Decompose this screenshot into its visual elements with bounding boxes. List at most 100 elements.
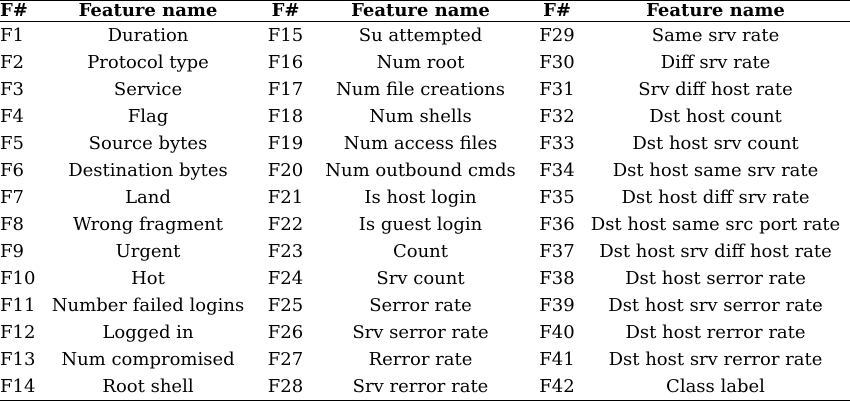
feature-id-cell: F42: [533, 373, 581, 401]
table-row: F5 Source bytes F19 Num access files F33 Dst …: [0, 130, 850, 157]
table-row: F6 Destination bytes F20 Num outbound cmds F…: [0, 157, 850, 184]
feature-name-cell: Serror rate: [369, 295, 472, 316]
header-feature-id-2: F#: [263, 0, 308, 22]
feature-name-cell: Dst host serror rate: [625, 268, 806, 289]
feature-id-cell: F21: [267, 187, 304, 208]
table-row: F3 Service F17 Num file creations F31 Srv dif…: [0, 76, 850, 103]
feature-name-cell: Number failed logins: [51, 295, 245, 316]
header-row: F# Feature name F# Feature name F# Featu…: [0, 0, 850, 22]
feature-name-cell: Dst host srv count: [632, 133, 799, 154]
feature-id-cell: F32: [539, 106, 575, 127]
feature-name-cell: Srv serror rate: [352, 322, 489, 343]
feature-name-cell: Root shell: [33, 373, 263, 401]
feature-name-cell: Diff srv rate: [660, 52, 771, 73]
header-feature-name-2: Feature name: [308, 0, 533, 22]
feature-id-cell: F37: [539, 241, 575, 262]
feature-id-cell: F9: [0, 241, 24, 262]
feature-name-cell: Count: [392, 241, 449, 262]
feature-name-cell: Dst host diff srv rate: [621, 187, 810, 208]
feature-id-cell: F12: [0, 322, 36, 343]
table-row: F14 Root shell F28 Srv rerror rate F42 Class …: [0, 373, 850, 401]
feature-name-cell: Wrong fragment: [72, 214, 224, 235]
feature-name-cell: Flag: [127, 106, 169, 127]
feature-name-cell: Is host login: [364, 187, 477, 208]
feature-id-cell: F41: [539, 349, 575, 370]
feature-id-cell: F27: [267, 349, 304, 370]
feature-name-cell: Srv count: [376, 268, 465, 289]
header-feature-name-3: Feature name: [581, 0, 850, 22]
feature-id-cell: F29: [539, 25, 575, 46]
feature-name-cell: Dst host same src port rate: [590, 214, 841, 235]
feature-name-cell: Num outbound cmds: [325, 160, 516, 181]
feature-id-cell: F39: [539, 295, 575, 316]
feature-id-cell: F17: [267, 79, 304, 100]
feature-name-cell: Is guest login: [358, 214, 483, 235]
feature-id-cell: F35: [539, 187, 575, 208]
feature-id-cell: F38: [539, 268, 575, 289]
feature-name-cell: Num file creations: [336, 79, 505, 100]
feature-id-cell: F11: [0, 295, 36, 316]
feature-name-cell: Hot: [131, 268, 165, 289]
table-row: F12 Logged in F26 Srv serror rate F40 Dst hos…: [0, 319, 850, 346]
feature-id-cell: F28: [263, 373, 308, 401]
feature-id-cell: F20: [267, 160, 304, 181]
feature-id-cell: F36: [539, 214, 575, 235]
table-row: F10 Hot F24 Srv count F38 Dst host serror rat…: [0, 265, 850, 292]
feature-id-cell: F18: [267, 106, 304, 127]
feature-name-cell: Num compromised: [61, 349, 235, 370]
feature-name-cell: Num shells: [369, 106, 472, 127]
table-row: F2 Protocol type F16 Num root F30 Diff srv ra…: [0, 49, 850, 76]
feature-name-cell: Dst host same srv rate: [612, 160, 819, 181]
feature-id-cell: F40: [539, 322, 575, 343]
feature-name-cell: Rerror rate: [368, 349, 473, 370]
feature-name-cell: Destination bytes: [68, 160, 228, 181]
feature-name-cell: Srv diff host rate: [638, 79, 793, 100]
feature-name-cell: Urgent: [115, 241, 181, 262]
feature-name-cell: Land: [125, 187, 171, 208]
feature-id-cell: F7: [0, 187, 24, 208]
feature-name-cell: Dst host count: [649, 106, 782, 127]
feature-id-cell: F6: [0, 160, 24, 181]
feature-name-cell: Logged in: [102, 322, 194, 343]
table-row: F8 Wrong fragment F22 Is guest login F36 Dst …: [0, 211, 850, 238]
feature-name-cell: Same srv rate: [651, 25, 780, 46]
feature-name-cell: Dst host srv diff host rate: [599, 241, 832, 262]
feature-name-cell: Class label: [581, 373, 850, 401]
feature-id-cell: F3: [0, 79, 24, 100]
feature-id-cell: F15: [267, 25, 304, 46]
feature-id-cell: F30: [539, 52, 575, 73]
feature-name-cell: Su attempted: [358, 25, 483, 46]
feature-name-cell: Service: [113, 79, 183, 100]
header-feature-id-1: F#: [0, 0, 33, 22]
feature-name-cell: Dst host rerror rate: [625, 322, 806, 343]
table-row: F11 Number failed logins F25 Serror rate F39…: [0, 292, 850, 319]
feature-id-cell: F25: [267, 295, 304, 316]
feature-id-cell: F16: [267, 52, 304, 73]
feature-name-cell: Num root: [376, 52, 465, 73]
feature-id-cell: F1: [0, 25, 24, 46]
feature-name-cell: Source bytes: [88, 133, 208, 154]
feature-id-cell: F19: [267, 133, 304, 154]
table-row: F4 Flag F18 Num shells F32 Dst host count: [0, 103, 850, 130]
table-row: F13 Num compromised F27 Rerror rate F41 Dst h…: [0, 346, 850, 373]
feature-id-cell: F4: [0, 106, 24, 127]
header-feature-name-1: Feature name: [33, 0, 263, 22]
feature-name-cell: Dst host srv rerror rate: [608, 349, 823, 370]
feature-id-cell: F8: [0, 214, 24, 235]
feature-name-cell: Srv rerror rate: [308, 373, 533, 401]
feature-id-cell: F22: [267, 214, 304, 235]
table-row: F7 Land F21 Is host login F35 Dst host diff s…: [0, 184, 850, 211]
feature-name-cell: Num access files: [343, 133, 498, 154]
feature-id-cell: F31: [539, 79, 575, 100]
table-header: F# Feature name F# Feature name F# Featu…: [0, 0, 850, 22]
feature-id-cell: F14: [0, 373, 35, 401]
feature-name-cell: Protocol type: [87, 52, 209, 73]
feature-id-cell: F26: [267, 322, 304, 343]
feature-name-cell: Duration: [107, 25, 189, 46]
feature-id-cell: F13: [0, 349, 36, 370]
table-row: F9 Urgent F23 Count F37 Dst host srv diff hos…: [0, 238, 850, 265]
feature-id-cell: F10: [0, 268, 36, 289]
feature-id-cell: F5: [0, 133, 24, 154]
